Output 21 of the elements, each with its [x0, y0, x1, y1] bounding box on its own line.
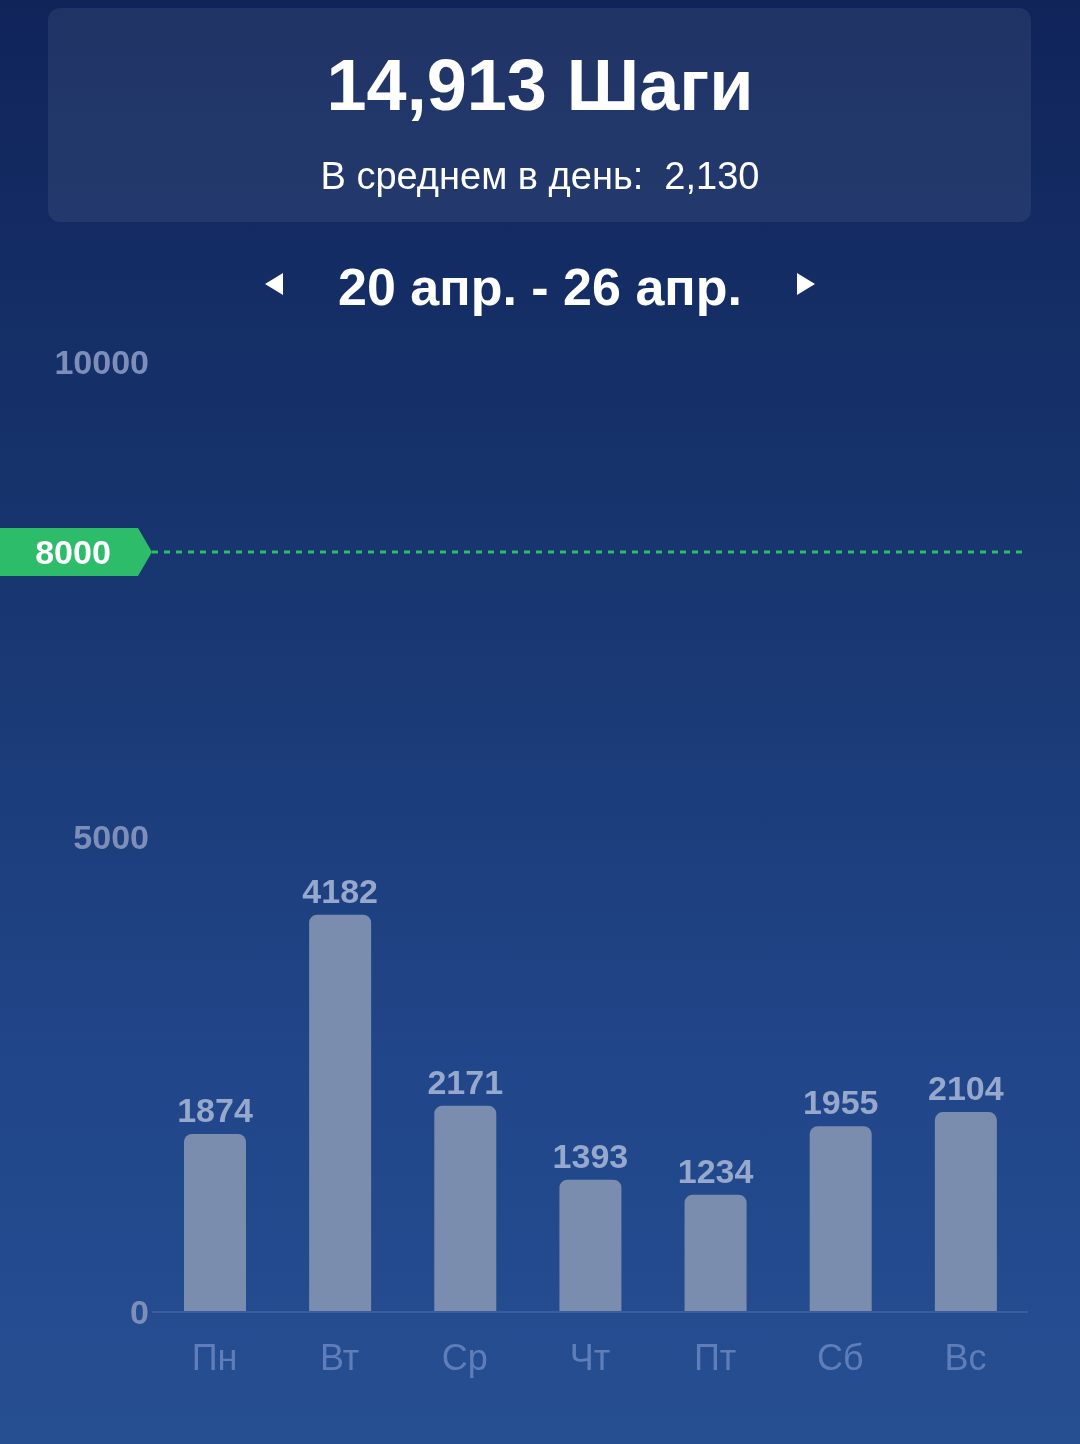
- chart-title: 14,913 Шаги: [325, 44, 755, 126]
- x-tick-label: Чт: [569, 1336, 611, 1378]
- chart-subtitle: В среднем в день: 2,130: [319, 154, 761, 198]
- data-label: 1955: [802, 1083, 879, 1122]
- x-tick-label: Сб: [816, 1336, 864, 1378]
- data-label: 1234: [677, 1151, 754, 1190]
- data-label: 4182: [302, 871, 378, 910]
- x-tick-label: Вс: [944, 1336, 987, 1378]
- y-tick-label: 10000: [54, 343, 149, 382]
- data-label: 2104: [928, 1069, 1004, 1108]
- data-label: 2171: [427, 1062, 504, 1101]
- y-tick-label: 5000: [73, 818, 149, 857]
- data-label: 1393: [552, 1136, 629, 1175]
- x-tick-label: Ср: [441, 1336, 488, 1378]
- y-tick-label: 0: [130, 1293, 149, 1332]
- data-label: 1874: [177, 1090, 253, 1129]
- x-tick-label: Пн: [191, 1336, 238, 1378]
- x-tick-label: Пт: [693, 1336, 737, 1378]
- ref-line-label: 8000: [35, 532, 111, 571]
- x-tick-label: Вт: [320, 1336, 360, 1378]
- text: 20 апр. - 26 апр.: [337, 257, 743, 318]
